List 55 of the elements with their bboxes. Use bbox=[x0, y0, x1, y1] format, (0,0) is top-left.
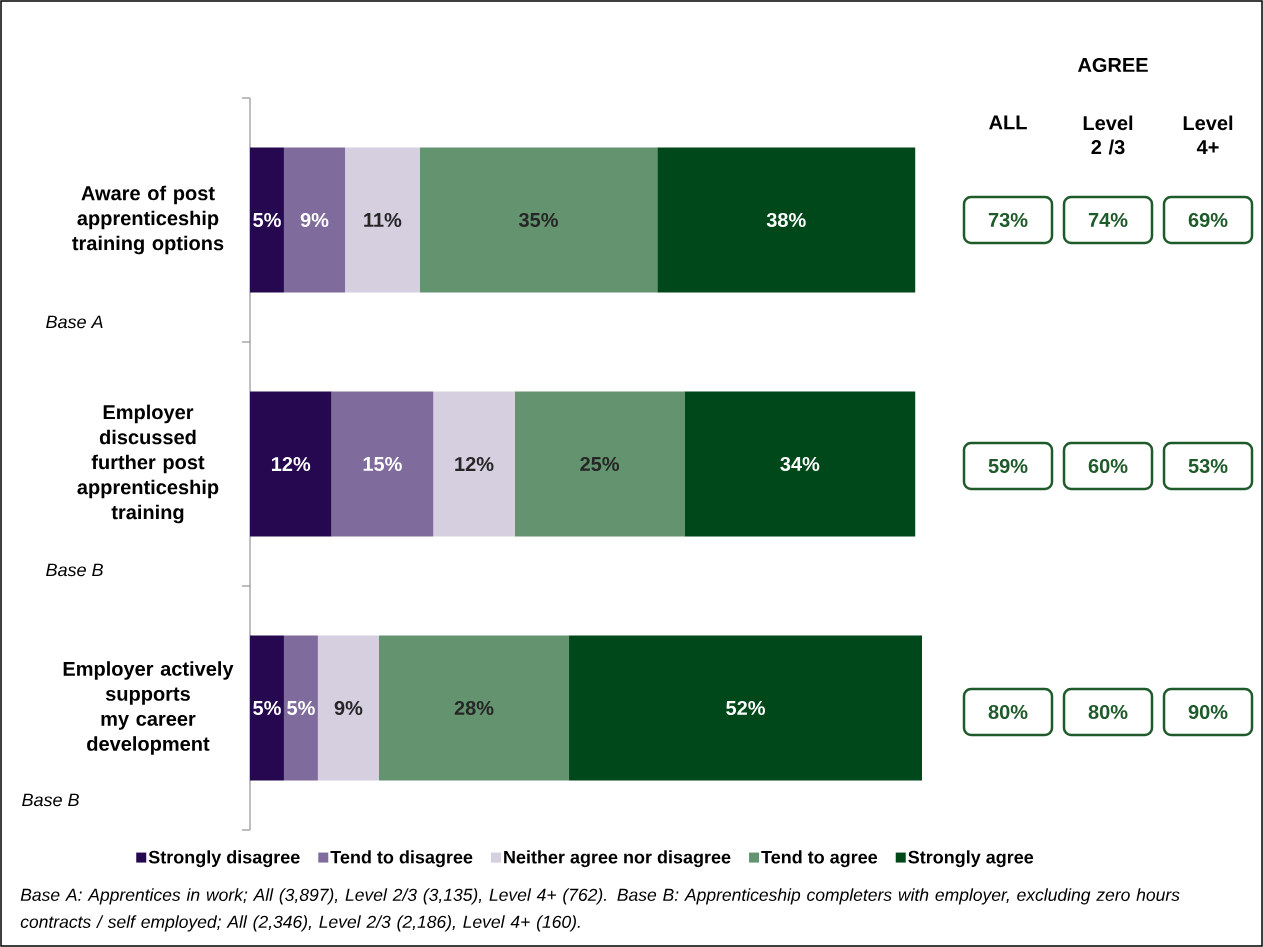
text: 80% bbox=[988, 704, 1028, 720]
data-label: 9% bbox=[334, 700, 363, 716]
bar bbox=[283, 635, 318, 781]
data-label: 52% bbox=[726, 700, 765, 716]
text: 80% bbox=[1088, 704, 1128, 720]
legend-label: Tend to disagree bbox=[330, 850, 473, 868]
text: Level 4+ bbox=[1183, 115, 1233, 155]
y-tick-label: Aware of post apprenticeship training options bbox=[72, 185, 224, 255]
data-label: 5% bbox=[287, 700, 315, 716]
bar bbox=[378, 635, 570, 781]
text: 90% bbox=[1188, 704, 1228, 720]
bar bbox=[250, 635, 284, 781]
bar bbox=[317, 635, 379, 781]
data-label: 34% bbox=[780, 456, 820, 472]
text: AGREE bbox=[1077, 57, 1148, 73]
text: 53% bbox=[1188, 458, 1228, 474]
text: 59% bbox=[988, 458, 1028, 474]
legend-label: Strongly agree bbox=[908, 850, 1034, 868]
bar bbox=[250, 391, 332, 537]
legend-label: Neither agree nor disagree bbox=[504, 850, 731, 868]
bar bbox=[283, 147, 346, 293]
bar bbox=[250, 147, 284, 293]
data-label: 11% bbox=[364, 212, 402, 228]
text: 60% bbox=[1088, 458, 1128, 474]
data-label: 9% bbox=[300, 212, 329, 228]
text: 74% bbox=[1088, 212, 1128, 228]
text: 73% bbox=[988, 212, 1028, 228]
data-label: 35% bbox=[518, 212, 558, 228]
bar bbox=[657, 147, 916, 293]
bar bbox=[345, 147, 420, 293]
text: Base B bbox=[22, 793, 79, 807]
bar bbox=[684, 391, 916, 537]
text: ALL bbox=[989, 115, 1027, 130]
data-label: 5% bbox=[253, 212, 281, 228]
text: 69% bbox=[1188, 212, 1228, 228]
bar bbox=[514, 391, 685, 537]
text: Base B bbox=[46, 563, 103, 577]
data-label: 12% bbox=[271, 456, 311, 472]
legend-label: Tend to agree bbox=[761, 850, 878, 868]
legend-label: Strongly disagree bbox=[148, 850, 300, 868]
data-label: 5% bbox=[253, 700, 281, 716]
text: Level 2 /3 bbox=[1083, 115, 1133, 155]
y-tick-label: Employer discussed further post apprenticeship training bbox=[77, 404, 219, 524]
text: Base A: Apprentices in work; All (3,897), Level 2/3 (3,135), Level 4+ (762). Base B: Apprenticeship completers with employer, excluding zero hours contracts / self employed; All (2,346), Level 2/3 (2,186), Level 4+ (160). bbox=[20, 888, 1180, 932]
data-label: 15% bbox=[363, 456, 402, 472]
bar bbox=[569, 635, 922, 781]
y-tick-label: Employer actively supports my career development bbox=[63, 661, 234, 755]
text: Base A bbox=[46, 315, 103, 329]
data-label: 12% bbox=[455, 456, 494, 472]
bar bbox=[331, 391, 434, 537]
bar bbox=[433, 391, 515, 537]
bar bbox=[419, 147, 658, 293]
data-label: 28% bbox=[454, 700, 494, 716]
data-label: 38% bbox=[766, 212, 806, 228]
data-label: 25% bbox=[580, 456, 620, 472]
